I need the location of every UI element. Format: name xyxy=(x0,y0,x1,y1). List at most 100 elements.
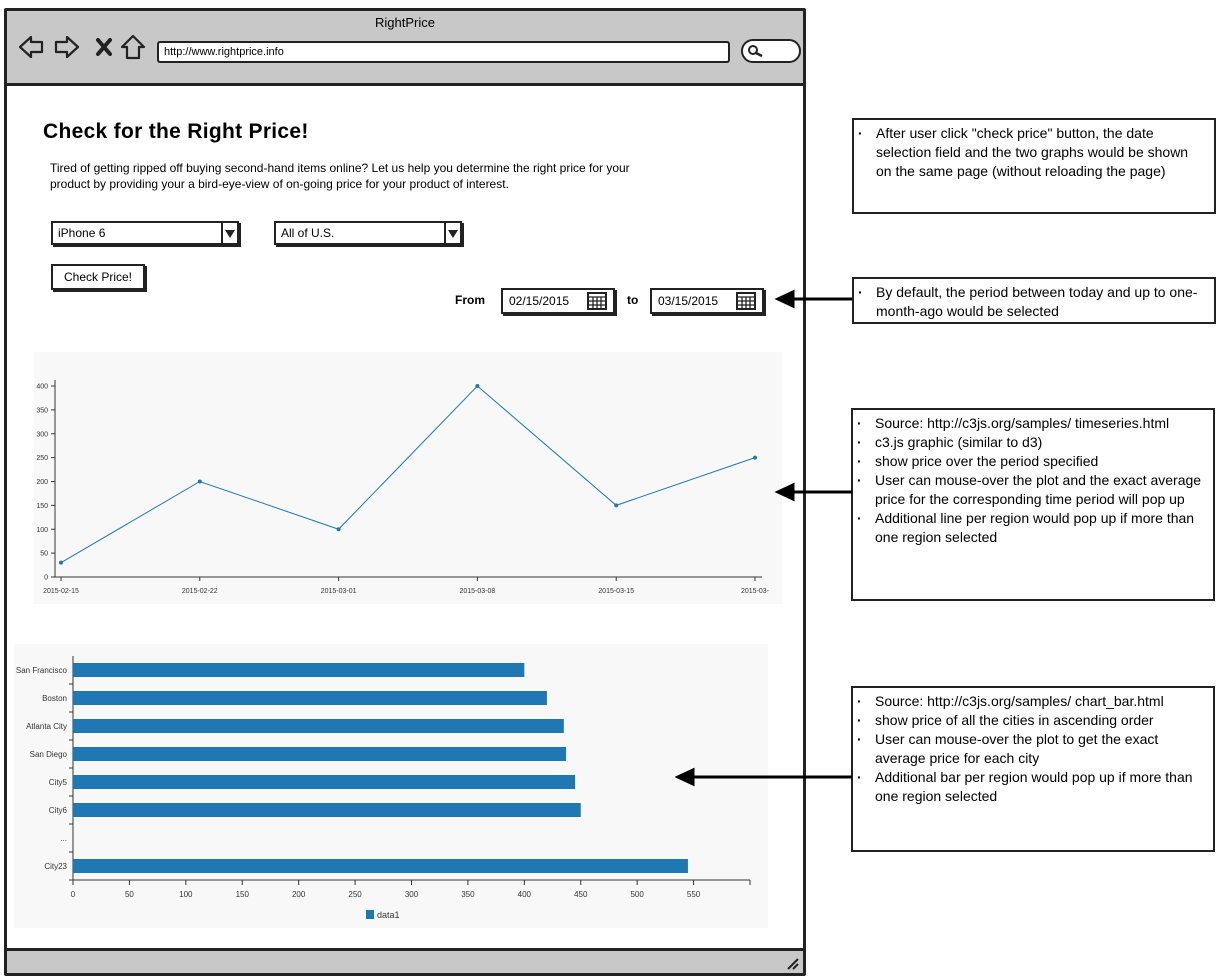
region-select[interactable]: All of U.S. xyxy=(274,221,462,245)
x-tick-label: 450 xyxy=(574,890,588,899)
from-date-value: 02/15/2015 xyxy=(509,294,570,308)
url-field[interactable]: http://www.rightprice.info xyxy=(157,41,730,63)
x-tick-label: 200 xyxy=(292,890,306,899)
bar xyxy=(73,747,567,761)
bar xyxy=(73,803,581,817)
annotation-item: show price of all the cities in ascendin… xyxy=(857,711,1205,730)
y-tick-label: 50 xyxy=(40,551,48,558)
annotation-item: Additional bar per region would pop up i… xyxy=(857,768,1205,806)
chevron-down-icon[interactable] xyxy=(221,223,237,243)
region-select-value: All of U.S. xyxy=(281,226,335,240)
search-icon xyxy=(748,45,763,58)
from-date-field[interactable]: 02/15/2015 xyxy=(501,288,615,314)
x-tick-label: 500 xyxy=(630,890,644,899)
annotation-list: After user click "check price" button, t… xyxy=(858,124,1206,181)
category-label: Atlanta City xyxy=(26,722,67,731)
x-tick-label: 50 xyxy=(125,890,134,899)
x-tick-label: 400 xyxy=(518,890,532,899)
line-chart-panel xyxy=(34,352,782,604)
calendar-icon[interactable] xyxy=(736,292,756,310)
data-point xyxy=(753,455,757,460)
category-label: San Francisco xyxy=(16,666,68,675)
y-tick-label: 150 xyxy=(36,503,48,510)
x-tick-label: 2015-03- xyxy=(741,588,770,595)
annotation-item: c3.js graphic (similar to d3) xyxy=(857,433,1205,452)
x-tick-label: 2015-02-15 xyxy=(43,588,79,595)
data-point xyxy=(475,384,480,388)
x-tick-label: 100 xyxy=(179,890,193,899)
check-price-button[interactable]: Check Price! xyxy=(51,264,145,290)
x-tick-label: 2015-03-08 xyxy=(459,588,495,595)
calendar-icon[interactable] xyxy=(587,292,607,310)
x-tick-label: 0 xyxy=(71,890,76,899)
bar xyxy=(73,859,688,873)
y-tick-label: 350 xyxy=(36,407,48,414)
category-label: City5 xyxy=(49,778,68,787)
data-point xyxy=(336,527,341,532)
stop-icon[interactable] xyxy=(91,33,119,61)
x-tick-label: 2015-03-15 xyxy=(598,588,634,595)
category-label: City23 xyxy=(44,862,67,871)
annotation-item: User can mouse-over the plot and the exa… xyxy=(857,471,1205,509)
bar xyxy=(73,691,547,705)
annotation-item: Source: http://c3js.org/samples/ timeser… xyxy=(857,414,1205,433)
browser-toolbar: RightPrice http://www.rightprice.info xyxy=(7,11,803,86)
page-description: Tired of getting ripped off buying secon… xyxy=(50,161,630,191)
arrow-head xyxy=(774,289,795,309)
chevron-down-icon[interactable] xyxy=(444,223,460,243)
legend-label: data1 xyxy=(377,910,400,920)
category-label: City6 xyxy=(49,806,68,815)
forward-icon[interactable] xyxy=(53,33,81,61)
annotation-date-default: By default, the period between today and… xyxy=(852,277,1216,324)
page-title: Check for the Right Price! xyxy=(43,120,309,143)
y-tick-label: 400 xyxy=(36,384,48,391)
annotation-item: User can mouse-over the plot to get the … xyxy=(857,730,1205,768)
data-point xyxy=(59,560,63,565)
annotation-list: Source: http://c3js.org/samples/ chart_b… xyxy=(857,692,1205,806)
x-tick-label: 350 xyxy=(461,890,475,899)
annotation-list: By default, the period between today and… xyxy=(858,283,1206,321)
series-line xyxy=(60,385,756,564)
annotation-bar-chart: Source: http://c3js.org/samples/ chart_b… xyxy=(851,686,1215,852)
annotation-item: Source: http://c3js.org/samples/ chart_b… xyxy=(857,692,1205,711)
back-icon[interactable] xyxy=(17,33,45,61)
annotation-list: Source: http://c3js.org/samples/ timeser… xyxy=(857,414,1205,547)
x-tick-label: 550 xyxy=(687,890,701,899)
to-date-value: 03/15/2015 xyxy=(658,294,719,308)
y-tick-label: 0 xyxy=(44,575,48,582)
y-tick-label: 100 xyxy=(36,527,48,534)
annotation-item: Additional line per region would pop up … xyxy=(857,509,1205,547)
data-point xyxy=(197,479,202,484)
arrow-head xyxy=(774,482,795,502)
status-bar xyxy=(7,948,803,973)
arrow-head xyxy=(674,767,695,787)
category-label: Boston xyxy=(42,694,67,703)
window-title: RightPrice xyxy=(375,15,435,30)
from-label: From xyxy=(455,293,485,307)
x-tick-label: 300 xyxy=(405,890,419,899)
bar xyxy=(73,775,576,789)
to-label: to xyxy=(627,293,639,307)
product-select[interactable]: iPhone 6 xyxy=(51,221,239,245)
x-tick-label: 2015-03-01 xyxy=(321,588,357,595)
category-label: ... xyxy=(60,834,67,843)
legend-swatch xyxy=(366,910,374,919)
annotation-item: show price over the period specified xyxy=(857,452,1205,471)
bar xyxy=(73,663,525,677)
home-icon[interactable] xyxy=(119,33,147,61)
resize-grip-icon[interactable] xyxy=(785,956,799,970)
annotation-line-chart: Source: http://c3js.org/samples/ timeser… xyxy=(851,408,1215,601)
annotation-item: By default, the period between today and… xyxy=(858,283,1206,321)
bar xyxy=(73,719,564,733)
annotation-check-price: After user click "check price" button, t… xyxy=(852,118,1216,214)
y-tick-label: 200 xyxy=(36,479,48,486)
x-tick-label: 150 xyxy=(236,890,250,899)
browser-search-field[interactable] xyxy=(741,39,801,63)
x-tick-label: 2015-02-22 xyxy=(182,588,218,595)
y-tick-label: 300 xyxy=(36,431,48,438)
annotation-item: After user click "check price" button, t… xyxy=(858,124,1206,181)
to-date-field[interactable]: 03/15/2015 xyxy=(650,288,764,314)
